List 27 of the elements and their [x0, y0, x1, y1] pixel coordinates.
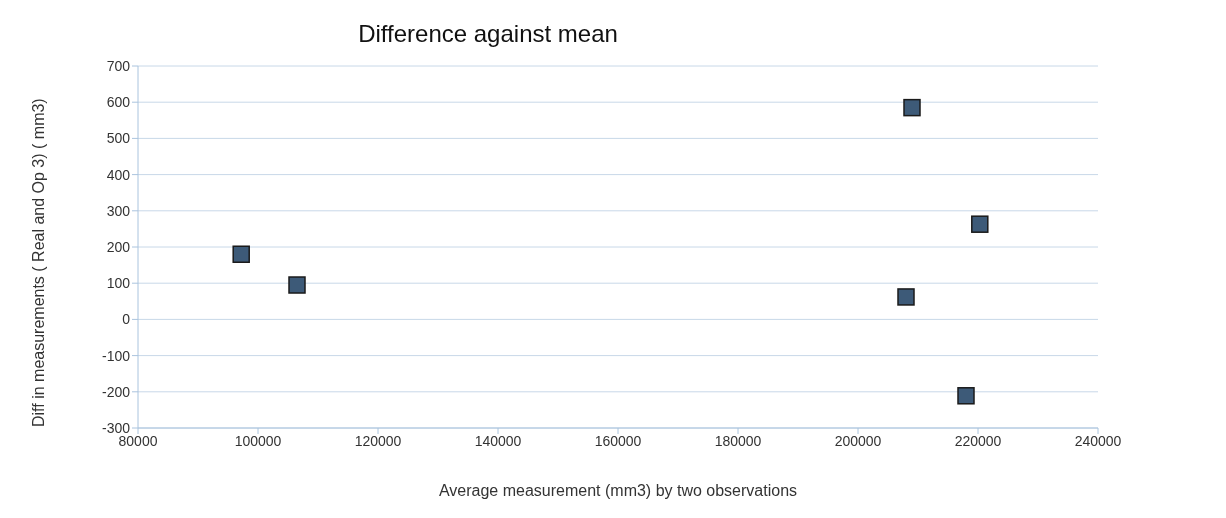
y-tick-label: 700	[106, 57, 131, 74]
y-tick-label: 600	[106, 94, 131, 111]
y-tick-label: 0	[122, 311, 131, 328]
point	[232, 245, 250, 263]
x-axis-title: Average measurement (mm3) by two observations	[438, 482, 798, 499]
x-tick-label: 140000	[474, 432, 522, 449]
point	[971, 215, 989, 233]
x-tick-label: 100000	[234, 432, 282, 449]
y-tick-label: 100	[106, 275, 131, 292]
y-axis-title: Diff in measurements ( Real and Op 3) ( mm3)	[29, 98, 47, 427]
chart-title: Difference against mean	[358, 20, 618, 47]
point	[288, 276, 306, 294]
x-tick-label: 160000	[594, 432, 642, 449]
y-tick-label: -200	[101, 383, 131, 400]
x-tick-label: 200000	[834, 432, 882, 449]
x-tick-label: 240000	[1074, 432, 1122, 449]
y-tick-label: 200	[106, 238, 131, 255]
y-tick-label: -100	[101, 347, 131, 364]
y-tick-label: 400	[106, 166, 131, 183]
x-tick-label: 220000	[954, 432, 1002, 449]
point	[957, 387, 975, 405]
x-tick-label: 120000	[354, 432, 402, 449]
point	[897, 288, 915, 306]
x-tick-label: 180000	[714, 432, 762, 449]
y-tick-label: 500	[106, 130, 131, 147]
point	[903, 98, 921, 117]
y-tick-label: 300	[106, 202, 131, 219]
